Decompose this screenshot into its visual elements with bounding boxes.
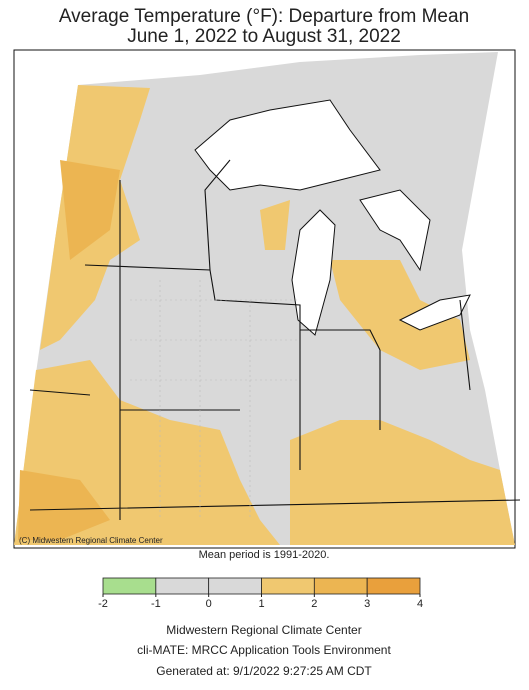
credit: (C) Midwestern Regional Climate Center (19, 536, 163, 545)
legend: -2 -1 0 1 2 3 4 (98, 577, 423, 610)
footer-line: cli-MATE: MRCC Application Tools Environ… (137, 643, 391, 657)
warm-area (60, 160, 120, 260)
legend-swatch (366, 577, 421, 595)
legend-swatch (155, 577, 210, 595)
warm-area (18, 470, 110, 540)
lake-erie (398, 294, 471, 331)
lake-huron (359, 189, 431, 272)
legend-swatch (313, 577, 368, 595)
warm-area (290, 420, 515, 545)
lake-superior (194, 99, 381, 191)
footer-line: Midwestern Regional Climate Center (166, 623, 361, 637)
legend-tick-label: -2 (98, 598, 108, 610)
legend-swatch (261, 577, 315, 595)
lake-michigan (291, 209, 336, 336)
footer-line: Generated at: 9/1/2022 9:27:25 AM CDT (156, 664, 372, 678)
subtitle: June 1, 2022 to August 31, 2022 (127, 26, 401, 47)
legend-tick-label: 1 (258, 598, 264, 610)
warm-area (260, 200, 290, 250)
legend-tick-label: 3 (364, 598, 370, 610)
warm-area (330, 260, 470, 370)
legend-swatch (208, 577, 262, 595)
legend-tick-label: 2 (311, 598, 317, 610)
county-lines (130, 280, 300, 520)
legend-tick-label: 0 (206, 598, 212, 610)
legend-tick-label: -1 (151, 598, 161, 610)
map (14, 52, 521, 545)
legend-tick-label: 4 (417, 598, 423, 610)
title: Average Temperature (°F): Departure from… (59, 6, 469, 27)
legend-swatch (102, 577, 157, 595)
note: Mean period is 1991-2020. (199, 549, 330, 561)
